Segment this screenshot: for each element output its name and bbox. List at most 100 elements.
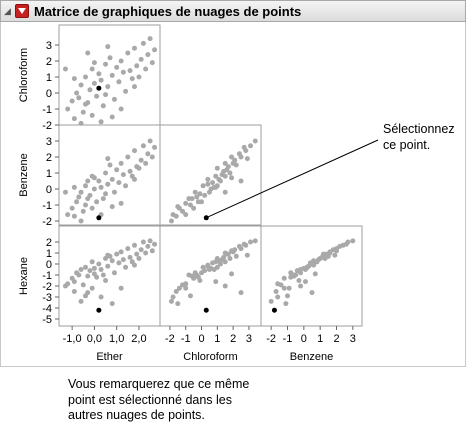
data-point[interactable] — [238, 290, 244, 296]
data-point[interactable] — [103, 170, 109, 176]
data-point[interactable] — [149, 154, 155, 160]
data-point[interactable] — [80, 282, 86, 288]
data-point[interactable] — [74, 90, 80, 96]
data-point[interactable] — [343, 241, 349, 247]
data-point[interactable] — [302, 279, 308, 285]
data-point[interactable] — [309, 290, 315, 296]
data-point[interactable] — [244, 156, 250, 162]
data-point[interactable] — [125, 246, 131, 252]
data-point[interactable] — [114, 167, 120, 173]
data-point[interactable] — [65, 106, 71, 112]
selected-data-point[interactable] — [271, 307, 277, 313]
data-point[interactable] — [140, 143, 146, 149]
data-point[interactable] — [103, 278, 109, 283]
data-point[interactable] — [118, 285, 124, 291]
data-point[interactable] — [304, 264, 310, 270]
data-point[interactable] — [149, 248, 155, 254]
data-point[interactable] — [118, 58, 124, 64]
data-point[interactable] — [109, 176, 115, 182]
data-point[interactable] — [78, 267, 84, 272]
data-point[interactable] — [132, 176, 137, 182]
data-point[interactable] — [85, 273, 91, 279]
data-point[interactable] — [281, 275, 287, 281]
data-point[interactable] — [337, 243, 343, 249]
data-point[interactable] — [241, 144, 247, 150]
data-point[interactable] — [202, 192, 208, 198]
data-point[interactable] — [216, 176, 222, 182]
data-point[interactable] — [65, 212, 71, 218]
data-point[interactable] — [147, 36, 153, 42]
data-point[interactable] — [140, 239, 146, 245]
data-point[interactable] — [98, 77, 104, 83]
data-point[interactable] — [278, 282, 284, 288]
data-point[interactable] — [111, 270, 117, 276]
data-point[interactable] — [78, 82, 84, 88]
data-point[interactable] — [252, 238, 258, 244]
data-point[interactable] — [145, 243, 151, 249]
data-point[interactable] — [105, 263, 111, 269]
data-point[interactable] — [89, 205, 95, 211]
data-point[interactable] — [85, 178, 91, 184]
data-point[interactable] — [136, 165, 142, 171]
data-point[interactable] — [76, 194, 82, 200]
data-point[interactable] — [222, 250, 228, 256]
data-point[interactable] — [71, 116, 77, 122]
data-point[interactable] — [116, 180, 122, 186]
data-point[interactable] — [227, 256, 233, 261]
selected-data-point[interactable] — [203, 307, 209, 313]
data-point[interactable] — [100, 272, 106, 278]
data-point[interactable] — [103, 191, 109, 197]
data-point[interactable] — [83, 293, 88, 299]
data-point[interactable] — [109, 114, 115, 120]
data-point[interactable] — [71, 184, 77, 190]
data-point[interactable] — [118, 249, 124, 255]
data-point[interactable] — [180, 282, 186, 288]
data-point[interactable] — [83, 101, 88, 107]
data-point[interactable] — [186, 196, 192, 202]
data-point[interactable] — [291, 272, 297, 278]
data-point[interactable] — [248, 239, 254, 245]
data-point[interactable] — [76, 95, 82, 101]
red-triangle-menu-icon[interactable] — [15, 4, 29, 18]
data-point[interactable] — [71, 279, 77, 285]
data-point[interactable] — [229, 248, 235, 254]
data-point[interactable] — [285, 293, 290, 299]
data-point[interactable] — [327, 250, 333, 256]
data-point[interactable] — [129, 76, 135, 82]
data-point[interactable] — [314, 259, 320, 265]
data-point[interactable] — [136, 256, 142, 261]
data-point[interactable] — [83, 264, 88, 270]
data-point[interactable] — [152, 47, 158, 53]
data-point[interactable] — [123, 88, 129, 94]
data-point[interactable] — [98, 184, 104, 190]
data-point[interactable] — [125, 50, 131, 56]
data-point[interactable] — [105, 156, 111, 162]
selected-data-point[interactable] — [96, 85, 102, 91]
data-point[interactable] — [96, 71, 102, 77]
triangle-down-icon[interactable]: ◢ — [4, 6, 11, 16]
data-point[interactable] — [205, 176, 211, 182]
data-point[interactable] — [132, 262, 137, 268]
data-point[interactable] — [132, 84, 137, 90]
data-point[interactable] — [100, 196, 106, 202]
data-point[interactable] — [222, 283, 228, 289]
data-point[interactable] — [145, 151, 151, 157]
data-point[interactable] — [105, 181, 111, 187]
data-point[interactable] — [118, 160, 124, 166]
data-point[interactable] — [91, 271, 97, 277]
data-point[interactable] — [103, 61, 109, 67]
data-point[interactable] — [222, 160, 228, 166]
data-point[interactable] — [275, 294, 281, 300]
data-point[interactable] — [109, 72, 115, 78]
data-point[interactable] — [98, 119, 104, 125]
data-point[interactable] — [332, 252, 338, 258]
data-point[interactable] — [283, 301, 289, 307]
data-point[interactable] — [87, 87, 93, 93]
data-point[interactable] — [80, 208, 86, 214]
data-point[interactable] — [286, 285, 292, 291]
selected-data-point[interactable] — [203, 215, 209, 221]
data-point[interactable] — [205, 181, 211, 187]
data-point[interactable] — [229, 154, 235, 160]
data-point[interactable] — [187, 202, 193, 208]
